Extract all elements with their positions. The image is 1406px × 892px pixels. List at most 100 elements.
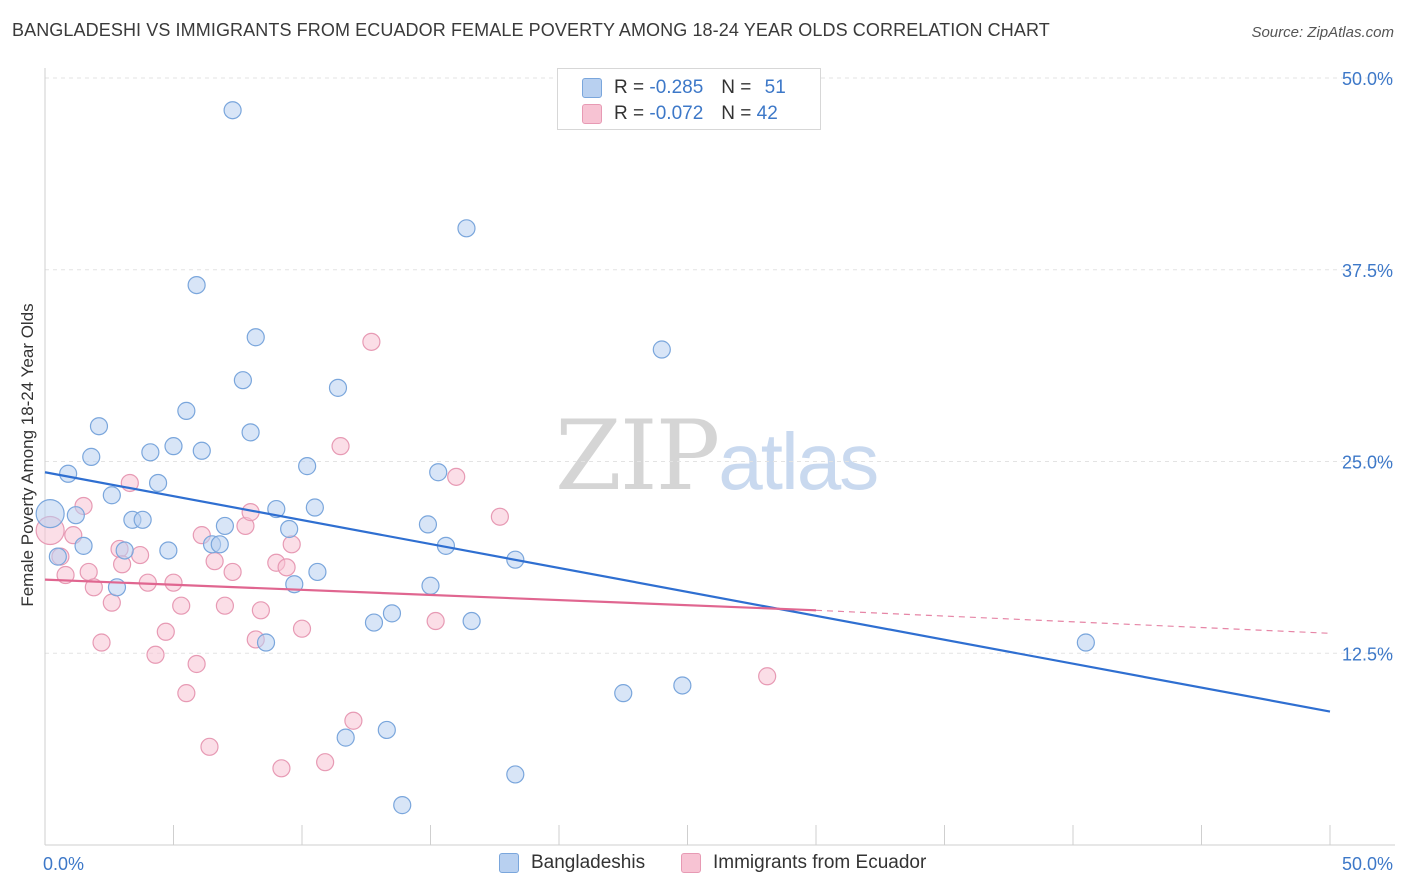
point-ecuador xyxy=(205,552,224,571)
y-tick-label: 12.5% xyxy=(1342,644,1393,664)
watermark: ZIPatlas xyxy=(555,400,879,512)
y-axis-label: Female Poverty Among 18-24 Year Olds xyxy=(18,303,37,607)
point-bangladeshis xyxy=(192,441,211,460)
point-bangladeshis xyxy=(382,604,402,623)
point-bangladeshis xyxy=(133,510,152,529)
point-bangladeshis xyxy=(256,633,276,652)
y-tick-label: 50.0% xyxy=(1342,69,1393,89)
point-bangladeshis xyxy=(210,535,229,554)
point-ecuador xyxy=(292,619,312,638)
point-bangladeshis xyxy=(89,417,109,436)
point-bangladeshis xyxy=(614,684,633,703)
point-ecuador xyxy=(331,437,350,456)
legend-r-value: -0.072 xyxy=(649,103,704,124)
point-bangladeshis xyxy=(66,506,85,525)
point-ecuador xyxy=(79,562,98,582)
series-legend: Bangladeshis Immigrants from Ecuador xyxy=(0,852,1406,876)
legend-n-label: N = xyxy=(721,103,752,124)
point-ecuador xyxy=(172,596,191,615)
point-bangladeshis xyxy=(1076,633,1095,652)
point-ecuador xyxy=(164,573,183,592)
point-ecuador xyxy=(200,737,219,756)
point-ecuador xyxy=(758,667,777,686)
point-bangladeshis xyxy=(418,515,438,534)
legend-r-value: -0.285 xyxy=(649,77,704,98)
series-legend-bangladeshis[interactable]: Bangladeshis xyxy=(499,852,645,874)
point-ecuador xyxy=(102,593,121,612)
point-bangladeshis xyxy=(215,516,234,536)
point-bangladeshis xyxy=(102,486,121,505)
point-bangladeshis xyxy=(308,562,327,582)
legend-n-value: 42 xyxy=(756,103,778,124)
point-bangladeshis xyxy=(164,437,183,456)
point-bangladeshis xyxy=(377,720,396,740)
point-bangladeshis xyxy=(35,499,65,529)
point-bangladeshis xyxy=(280,519,299,539)
point-ecuador xyxy=(92,633,111,652)
point-bangladeshis xyxy=(159,541,178,560)
point-bangladeshis xyxy=(246,328,265,347)
point-ecuador xyxy=(177,684,196,703)
source-label: Source: ZipAtlas.com xyxy=(1251,24,1394,41)
trend-line-ecuador-extension xyxy=(815,609,1331,634)
point-ecuador xyxy=(447,467,466,486)
point-bangladeshis xyxy=(298,457,317,476)
point-ecuador xyxy=(362,332,381,351)
point-ecuador xyxy=(130,545,150,565)
point-bangladeshis xyxy=(336,728,355,747)
point-bangladeshis xyxy=(115,541,134,560)
point-bangladeshis xyxy=(305,498,324,517)
point-bangladeshis xyxy=(241,423,260,442)
watermark-zip: ZIP xyxy=(555,400,720,512)
point-bangladeshis xyxy=(74,536,93,555)
trend-line-bangladeshis xyxy=(44,471,1331,713)
point-bangladeshis xyxy=(421,576,440,595)
legend-r-label: R = xyxy=(614,103,645,124)
legend-swatch-pink xyxy=(582,104,602,124)
x-tick-label: 50.0% xyxy=(1342,854,1393,874)
point-bangladeshis xyxy=(506,765,525,784)
point-bangladeshis xyxy=(673,676,692,695)
series-name-bangladeshis: Bangladeshis xyxy=(531,852,646,873)
point-ecuador xyxy=(156,622,175,641)
point-ecuador xyxy=(84,578,103,597)
point-bangladeshis xyxy=(233,371,252,390)
point-bangladeshis xyxy=(429,463,448,482)
point-bangladeshis xyxy=(59,464,78,483)
y-tick-label: 37.5% xyxy=(1342,261,1393,281)
point-bangladeshis xyxy=(148,473,168,493)
legend-r-label: R = xyxy=(614,77,645,98)
y-tick-label: 25.0% xyxy=(1342,453,1393,473)
point-bangladeshis xyxy=(82,447,101,466)
point-bangladeshis xyxy=(223,101,242,120)
point-ecuador xyxy=(316,753,335,772)
point-bangladeshis xyxy=(652,340,671,359)
point-bangladeshis xyxy=(177,401,196,420)
series-name-ecuador: Immigrants from Ecuador xyxy=(713,852,927,873)
series-swatch-pink xyxy=(681,853,701,873)
trend-line-ecuador xyxy=(44,578,817,612)
point-bangladeshis xyxy=(462,611,481,631)
point-bangladeshis xyxy=(393,796,412,815)
point-bangladeshis xyxy=(457,219,476,238)
point-ecuador xyxy=(146,645,165,664)
legend-row-bangladeshis: R = -0.285 N = 51 xyxy=(582,77,786,99)
point-bangladeshis xyxy=(267,499,286,519)
point-bangladeshis xyxy=(187,275,206,295)
point-ecuador xyxy=(187,654,206,674)
legend-swatch-blue xyxy=(582,78,602,98)
point-bangladeshis xyxy=(141,443,160,462)
point-ecuador xyxy=(277,558,296,577)
point-ecuador xyxy=(272,759,291,778)
legend-n-value: 51 xyxy=(764,77,786,98)
point-ecuador xyxy=(251,601,270,620)
series-swatch-blue xyxy=(499,853,519,873)
point-ecuador xyxy=(215,596,234,615)
point-ecuador xyxy=(426,611,445,631)
point-bangladeshis xyxy=(364,613,384,632)
point-bangladeshis xyxy=(328,378,348,397)
point-ecuador xyxy=(344,711,363,730)
legend-n-label: N = xyxy=(721,77,752,98)
series-legend-ecuador[interactable]: Immigrants from Ecuador xyxy=(681,852,926,874)
